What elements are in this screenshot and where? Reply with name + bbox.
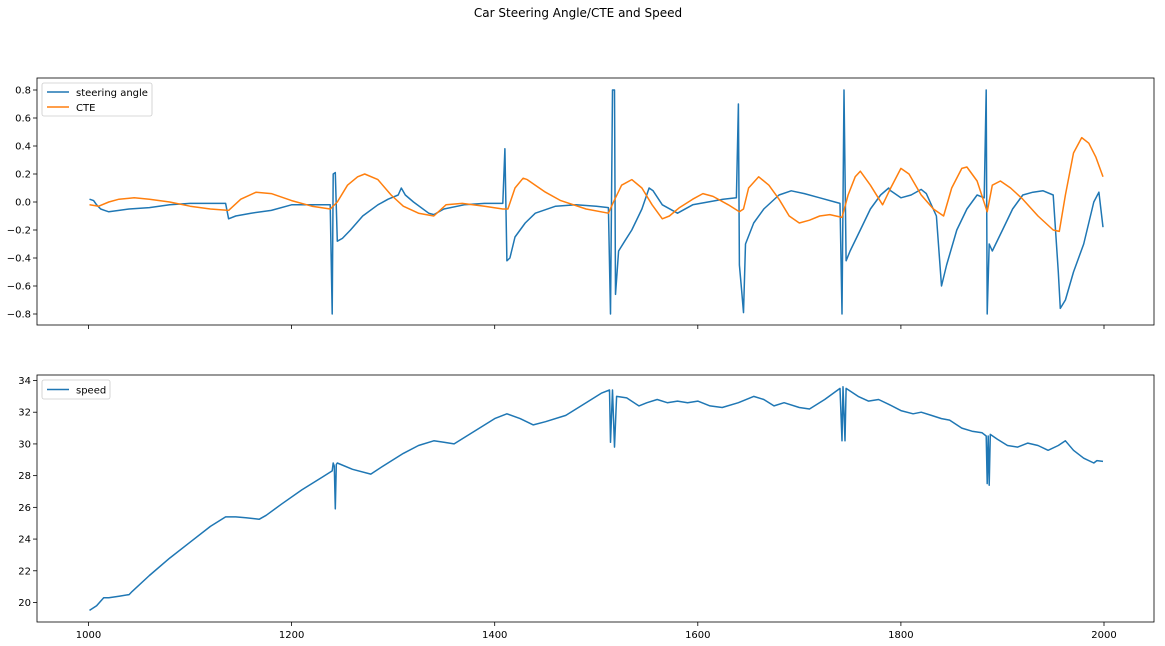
subplot-steering-cte: −0.8 −0.6 −0.4 −0.2 0.0 0.2 0.4 0.6 0.8 steering… bbox=[7, 77, 1155, 329]
subplot-speed: 1000 1200 1400 1600 1800 2000 20 22 24 26 28 30 32 34… bbox=[18, 374, 1155, 641]
figure-title: Car Steering Angle/CTE and Speed bbox=[474, 6, 682, 20]
legend-top: steering angle CTE bbox=[41, 82, 153, 117]
y-tick-label: 34 bbox=[18, 376, 31, 387]
y-tick-label: 24 bbox=[18, 535, 31, 546]
y-tick-label: −0.6 bbox=[7, 282, 31, 293]
legend-bottom-box bbox=[41, 379, 111, 400]
legend-bottom: speed bbox=[41, 379, 111, 400]
x-tick-label: 1600 bbox=[685, 630, 710, 641]
y-tick-label: −0.2 bbox=[7, 226, 31, 237]
bottom-axis-ticks: 1000 1200 1400 1600 1800 2000 20 22 24 26 28 30 32 34 bbox=[18, 376, 1116, 641]
series-line-cte bbox=[89, 136, 1104, 233]
y-tick-label: 30 bbox=[18, 439, 31, 450]
series-line-speed bbox=[89, 386, 1104, 612]
y-tick-label: 20 bbox=[18, 598, 31, 609]
x-tick-label: 2000 bbox=[1091, 630, 1116, 641]
x-tick-label: 1200 bbox=[279, 630, 304, 641]
x-tick-label: 1800 bbox=[888, 630, 913, 641]
axes-frame-top bbox=[36, 77, 1155, 326]
plot-area-top bbox=[37, 78, 1154, 325]
bottom-series-layer bbox=[89, 386, 1104, 612]
x-tick-label: 1000 bbox=[76, 630, 101, 641]
y-tick-label: 26 bbox=[18, 503, 31, 514]
y-tick-label: 22 bbox=[18, 566, 31, 577]
y-tick-label: −0.4 bbox=[7, 254, 31, 265]
y-tick-label: 0.4 bbox=[15, 142, 31, 153]
x-tick-label: 1400 bbox=[482, 630, 507, 641]
axes-frame-bottom bbox=[36, 374, 1155, 623]
y-tick-label: 0.8 bbox=[15, 86, 31, 97]
legend-label-speed: speed bbox=[76, 386, 106, 397]
y-tick-label: 0.0 bbox=[15, 198, 31, 209]
legend-label-cte: CTE bbox=[76, 103, 95, 114]
top-axis-ticks: −0.8 −0.6 −0.4 −0.2 0.0 0.2 0.4 0.6 0.8 bbox=[7, 86, 1105, 329]
y-tick-label: 0.2 bbox=[15, 170, 31, 181]
y-tick-label: 32 bbox=[18, 408, 31, 419]
series-line-steering-angle bbox=[89, 89, 1104, 315]
legend-top-box bbox=[41, 82, 153, 117]
top-series-layer bbox=[89, 89, 1104, 315]
legend-label-steering: steering angle bbox=[76, 88, 148, 99]
y-tick-label: 0.6 bbox=[15, 114, 31, 125]
y-tick-label: 28 bbox=[18, 471, 31, 482]
plot-area-bottom bbox=[37, 375, 1154, 622]
y-tick-label: −0.8 bbox=[7, 310, 31, 321]
